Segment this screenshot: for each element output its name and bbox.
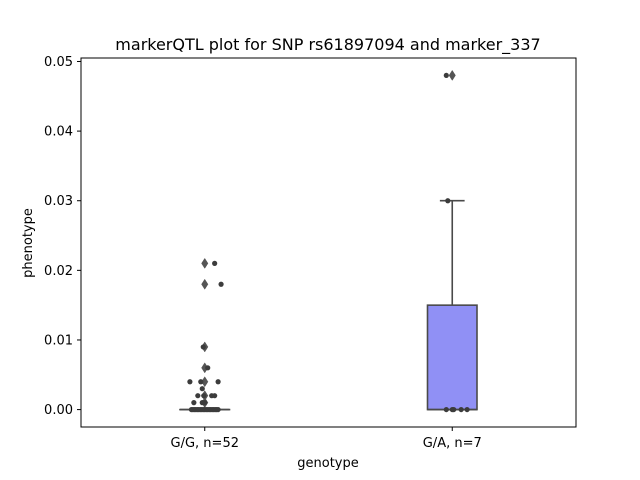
y-tick-label: 0.00 <box>44 403 73 418</box>
y-tick-label: 0.02 <box>44 264 73 279</box>
chart-title: markerQTL plot for SNP rs61897094 and ma… <box>115 35 540 55</box>
data-point <box>212 393 218 399</box>
data-point <box>445 198 451 204</box>
box-flier <box>201 257 209 269</box>
box-flier <box>448 69 456 81</box>
data-point <box>202 400 208 406</box>
y-axis: 0.00 0.01 0.02 0.03 0.04 0.05 <box>44 55 81 418</box>
x-tick-label: G/A, n=7 <box>423 436 482 451</box>
data-point <box>198 379 204 385</box>
data-point <box>200 344 206 350</box>
data-point <box>191 400 197 406</box>
data-point <box>215 379 221 385</box>
y-tick-label: 0.05 <box>44 55 73 70</box>
x-axis: G/G, n=52 G/A, n=7 <box>171 427 482 451</box>
y-tick-label: 0.01 <box>44 333 73 348</box>
data-point <box>458 406 464 413</box>
data-point <box>199 386 205 392</box>
axes-frame <box>80 57 577 428</box>
data-point <box>195 393 201 399</box>
y-tick-label: 0.04 <box>44 125 73 140</box>
data-point <box>215 406 221 413</box>
x-tick-label: G/G, n=52 <box>171 436 239 451</box>
data-point <box>205 365 211 371</box>
data-point <box>443 406 449 413</box>
plot-area <box>179 69 478 413</box>
data-point <box>218 281 224 287</box>
y-tick-label: 0.03 <box>44 194 73 209</box>
box-body <box>426 304 478 411</box>
box-flier <box>201 278 209 290</box>
x-axis-label: genotype <box>297 456 358 471</box>
data-point <box>188 406 194 413</box>
data-point <box>451 406 457 413</box>
data-point <box>187 379 193 385</box>
data-point <box>443 72 449 79</box>
y-axis-label: phenotype <box>21 208 36 278</box>
data-point <box>201 393 207 399</box>
data-point <box>464 406 470 413</box>
data-point <box>212 260 218 266</box>
